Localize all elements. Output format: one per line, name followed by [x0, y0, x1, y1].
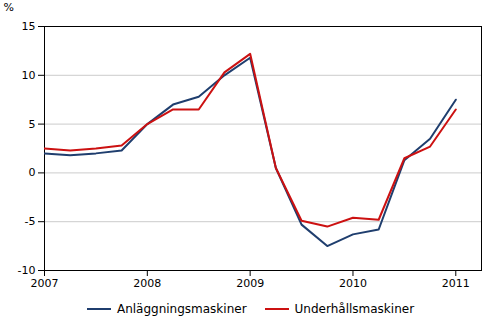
svg-text:10: 10 [22, 69, 36, 82]
svg-text:2010: 2010 [339, 277, 367, 290]
svg-text:-10: -10 [18, 264, 36, 277]
html-text:Anläggningsmaskiner: Anläggningsmaskiner [116, 302, 247, 316]
svg-text:5: 5 [29, 118, 36, 131]
svg-text:15: 15 [22, 20, 36, 33]
html-text:Underhållsmaskiner: Underhållsmaskiner [294, 302, 415, 316]
svg-text:2009: 2009 [236, 277, 264, 290]
svg-text:-5: -5 [25, 215, 36, 228]
svg-text:2008: 2008 [133, 277, 161, 290]
svg-text:%: % [4, 1, 14, 14]
svg-text:2007: 2007 [31, 277, 59, 290]
svg-text:0: 0 [29, 166, 36, 179]
svg-text:2011: 2011 [442, 277, 470, 290]
